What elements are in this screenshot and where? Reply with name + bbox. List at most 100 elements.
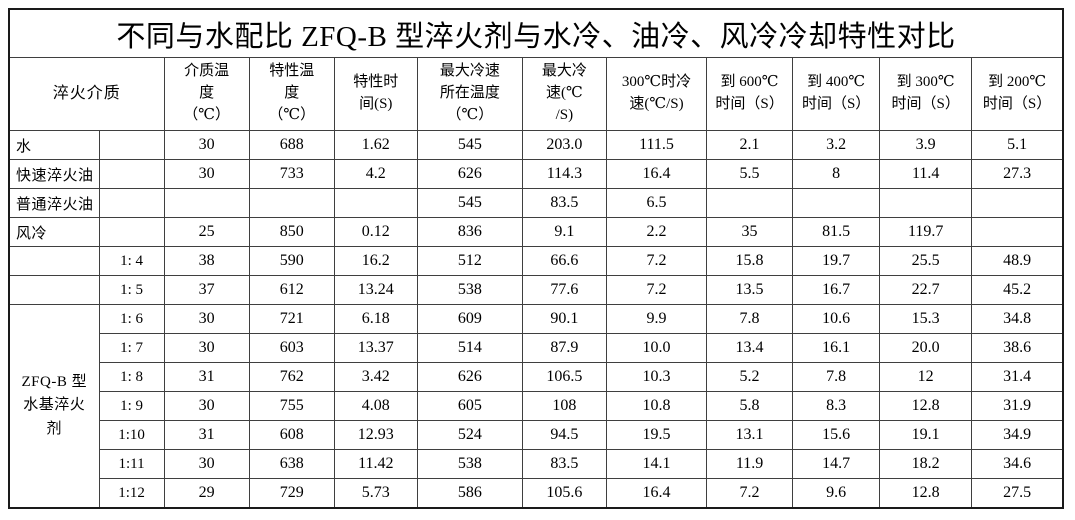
medium-cell: 普通淬火油 [8, 188, 100, 218]
value-cell: 626 [416, 362, 523, 392]
value-cell: 8 [792, 159, 881, 189]
column-header-2: 特性温 度 （℃） [248, 57, 335, 131]
value-cell: 608 [248, 420, 335, 450]
value-cell: 538 [416, 275, 523, 305]
value-cell: 603 [248, 333, 335, 363]
value-cell: 37 [163, 275, 250, 305]
column-header-8: 到 400℃ 时间（S） [792, 57, 881, 131]
value-cell: 83.5 [521, 449, 607, 479]
value-cell: 4.08 [333, 391, 418, 421]
value-cell: 6.18 [333, 304, 418, 334]
value-cell: 733 [248, 159, 335, 189]
value-cell: 538 [416, 449, 523, 479]
medium-group-cell: ZFQ-B 型 水基淬火 剂 [8, 304, 100, 509]
value-cell [706, 188, 794, 218]
value-cell: 2.1 [706, 130, 794, 160]
value-cell: 2.2 [605, 217, 708, 247]
value-cell: 512 [416, 246, 523, 276]
value-cell: 13.24 [333, 275, 418, 305]
value-cell: 16.4 [605, 159, 708, 189]
value-cell [163, 188, 250, 218]
value-cell: 14.1 [605, 449, 708, 479]
value-cell: 19.5 [605, 420, 708, 450]
value-cell: 12 [879, 362, 973, 392]
value-cell: 18.2 [879, 449, 973, 479]
value-cell: 83.5 [521, 188, 607, 218]
value-cell: 31.4 [971, 362, 1064, 392]
value-cell: 15.3 [879, 304, 973, 334]
value-cell: 11.4 [879, 159, 973, 189]
value-cell: 1.62 [333, 130, 418, 160]
value-cell: 30 [163, 130, 250, 160]
value-cell: 586 [416, 478, 523, 509]
value-cell: 545 [416, 188, 523, 218]
column-header-7: 到 600℃ 时间（S） [706, 57, 794, 131]
value-cell: 19.1 [879, 420, 973, 450]
table-row: 水 30 688 1.62 545 203.0 111.5 2.1 3.2 3.9 5.1 [8, 130, 1064, 160]
value-cell: 5.8 [706, 391, 794, 421]
value-cell: 729 [248, 478, 335, 509]
ratio-cell: 1: 6 [98, 304, 165, 334]
value-cell [248, 188, 335, 218]
value-cell: 15.8 [706, 246, 794, 276]
value-cell: 31 [163, 362, 250, 392]
ratio-cell: 1: 4 [98, 246, 165, 276]
value-cell: 13.5 [706, 275, 794, 305]
value-cell: 30 [163, 159, 250, 189]
medium-cell: 快速淬火油 [8, 159, 100, 189]
ratio-cell: 1:10 [98, 420, 165, 450]
value-cell: 524 [416, 420, 523, 450]
value-cell: 6.5 [605, 188, 708, 218]
table-row: 风冷 25 850 0.12 836 9.1 2.2 35 81.5 119.7 [8, 217, 1064, 247]
value-cell: 7.8 [792, 362, 881, 392]
value-cell: 7.2 [605, 246, 708, 276]
value-cell: 38 [163, 246, 250, 276]
value-cell: 626 [416, 159, 523, 189]
value-cell: 22.7 [879, 275, 973, 305]
ratio-cell [98, 130, 165, 160]
value-cell: 836 [416, 217, 523, 247]
table-row: 普通淬火油 545 83.5 6.5 [8, 188, 1064, 218]
value-cell: 20.0 [879, 333, 973, 363]
value-cell: 31.9 [971, 391, 1064, 421]
value-cell: 77.6 [521, 275, 607, 305]
table-row: ZFQ-B 型 水基淬火 剂 1: 6 30 721 6.18 609 90.1 9.9 7.8… [8, 304, 1064, 509]
table-row: 1:12 29 729 5.73 586 105.6 16.4 7.2 9.6 12.8 27.5 [9, 478, 1064, 509]
value-cell: 25.5 [879, 246, 973, 276]
value-cell: 108 [521, 391, 607, 421]
medium-cell [8, 275, 100, 305]
value-cell: 34.9 [971, 420, 1064, 450]
value-cell: 7.2 [605, 275, 708, 305]
table-row: 1: 9 30 755 4.08 605 108 10.8 5.8 8.3 12.8 31.9 [9, 391, 1064, 421]
value-cell: 203.0 [521, 130, 607, 160]
value-cell: 111.5 [605, 130, 708, 160]
value-cell: 30 [163, 391, 250, 421]
value-cell: 10.0 [605, 333, 708, 363]
value-cell: 12.93 [333, 420, 418, 450]
value-cell: 106.5 [521, 362, 607, 392]
value-cell: 66.6 [521, 246, 607, 276]
ratio-cell: 1: 8 [98, 362, 165, 392]
medium-cell [8, 246, 100, 276]
quench-comparison-table: 不同与水配比 ZFQ-B 型淬火剂与水冷、油冷、风冷冷却特性对比 淬火介质 介质… [8, 8, 1064, 509]
value-cell: 30 [163, 449, 250, 479]
value-cell: 7.8 [706, 304, 794, 334]
value-cell: 9.9 [605, 304, 708, 334]
value-cell: 10.8 [605, 391, 708, 421]
value-cell: 45.2 [971, 275, 1064, 305]
value-cell: 10.3 [605, 362, 708, 392]
value-cell: 34.8 [971, 304, 1064, 334]
value-cell: 12.8 [879, 478, 973, 509]
value-cell: 87.9 [521, 333, 607, 363]
value-cell: 3.9 [879, 130, 973, 160]
header-row: 淬火介质 介质温 度 （℃） 特性温 度 （℃） 特性时 间(S) 最大冷速 所在温度… [8, 57, 1064, 131]
table-row: 1: 4 38 590 16.2 512 66.6 7.2 15.8 19.7 25.5 48.9 [8, 246, 1064, 276]
value-cell: 13.4 [706, 333, 794, 363]
value-cell: 7.2 [706, 478, 794, 509]
value-cell: 114.3 [521, 159, 607, 189]
column-header-3: 特性时 间(S) [333, 57, 418, 131]
table-row: 1: 5 37 612 13.24 538 77.6 7.2 13.5 16.7 22.7 45.2 [8, 275, 1064, 305]
ratio-cell [98, 217, 165, 247]
value-cell: 14.7 [792, 449, 881, 479]
value-cell: 514 [416, 333, 523, 363]
